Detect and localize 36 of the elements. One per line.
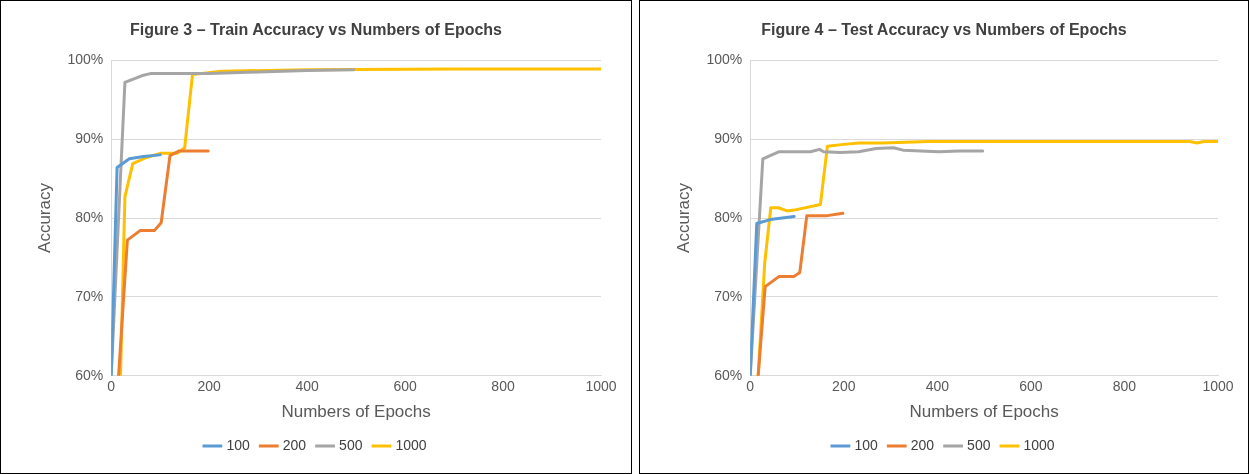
x-tick-label: 0	[746, 378, 755, 395]
x-tick-label: 800	[491, 378, 515, 395]
x-tick-label: 400	[925, 378, 950, 395]
y-tick-label: 60%	[75, 366, 104, 383]
y-tick-label: 80%	[714, 208, 743, 225]
y-tick-label: 60%	[714, 366, 743, 383]
chart-title: Figure 3 – Train Accuracy vs Numbers of Epochs	[130, 21, 503, 39]
y-tick-label: 90%	[75, 129, 104, 146]
x-axis-title: Numbers of Epochs	[909, 402, 1059, 422]
x-tick-label: 600	[393, 378, 417, 395]
legend-label: 500	[339, 436, 363, 453]
y-tick-label: 70%	[75, 287, 104, 304]
x-tick-label: 800	[1112, 378, 1137, 395]
legend-label: 1000	[395, 436, 427, 453]
legend-label: 100	[226, 436, 250, 453]
legend-label: 200	[910, 436, 935, 453]
y-tick-label: 100%	[67, 51, 104, 68]
x-tick-label: 400	[295, 378, 320, 395]
y-tick-label: 80%	[75, 208, 104, 225]
legend-label: 500	[967, 436, 991, 453]
legend-label: 1000	[1023, 436, 1055, 453]
y-tick-label: 100%	[706, 51, 743, 68]
chart-title: Figure 4 – Test Accuracy vs Numbers of Epochs	[761, 21, 1127, 39]
legend-label: 100	[854, 436, 878, 453]
x-tick-label: 1000	[585, 378, 617, 395]
x-tick-label: 1000	[1202, 378, 1234, 395]
x-tick-label: 600	[1019, 378, 1043, 395]
x-tick-label: 200	[832, 378, 856, 395]
y-tick-label: 90%	[714, 129, 743, 146]
y-tick-label: 70%	[714, 287, 743, 304]
y-axis-title: Accuracy	[673, 182, 693, 253]
x-tick-label: 0	[107, 378, 116, 395]
y-axis-title: Accuracy	[34, 182, 54, 253]
x-axis-title: Numbers of Epochs	[281, 402, 431, 422]
x-tick-label: 200	[197, 378, 222, 395]
legend-label: 200	[282, 436, 307, 453]
